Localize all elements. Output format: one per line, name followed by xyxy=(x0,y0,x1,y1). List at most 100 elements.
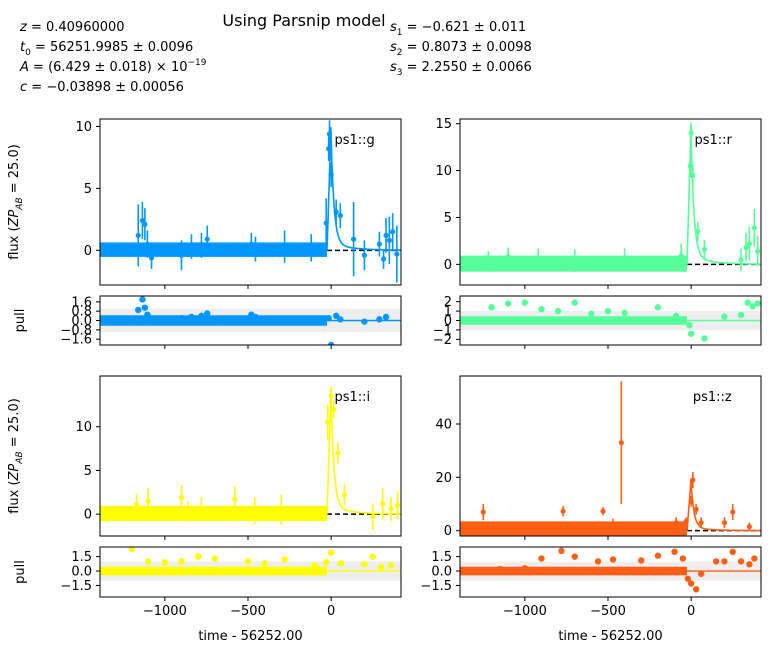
data-point xyxy=(148,255,155,261)
x-tick-label: 0 xyxy=(327,604,335,619)
data-point xyxy=(693,506,699,512)
data-point xyxy=(281,243,288,250)
pull-point xyxy=(654,552,662,559)
pull-point xyxy=(144,311,151,318)
data-point xyxy=(390,229,396,235)
pull-point xyxy=(538,305,545,313)
pull-point xyxy=(712,558,720,565)
pull-point xyxy=(161,559,169,566)
data-point xyxy=(144,241,150,247)
pull-axis-label: pull xyxy=(13,309,28,333)
pull-point xyxy=(638,557,645,564)
pull-point xyxy=(571,299,578,306)
pull-point xyxy=(746,561,753,568)
y-tick-label: 20 xyxy=(435,471,452,486)
data-point xyxy=(610,521,616,527)
param-line: s2 = 0.8073 ± 0.0098 xyxy=(390,40,532,58)
y-tick-label: 5 xyxy=(84,182,92,197)
pull-point xyxy=(377,563,385,571)
pull-point xyxy=(311,562,318,569)
data-point xyxy=(746,241,752,247)
data-point xyxy=(380,256,387,262)
data-point xyxy=(252,246,259,252)
pull-point xyxy=(558,547,565,555)
data-point xyxy=(751,225,757,231)
data-point xyxy=(386,237,392,244)
pull-axis-label: pull xyxy=(13,560,28,584)
x-tick-label: −1000 xyxy=(143,604,187,619)
data-band xyxy=(100,242,327,257)
pull-point xyxy=(281,316,288,323)
pull-point xyxy=(521,299,529,306)
pull-y-tick-label: −2 xyxy=(433,333,452,348)
data-point xyxy=(252,508,258,514)
data-point xyxy=(380,501,386,507)
pull-point xyxy=(697,570,705,578)
pull-point xyxy=(749,303,756,310)
pull-point xyxy=(211,555,218,562)
data-point xyxy=(178,494,185,501)
data-point xyxy=(341,492,348,498)
pull-point xyxy=(686,322,693,329)
data-point xyxy=(178,252,185,258)
pull-point xyxy=(145,558,152,565)
pull-point xyxy=(261,560,268,567)
data-point xyxy=(198,242,205,248)
pull-point xyxy=(387,562,395,569)
param-line: t0 = 56251.9985 ± 0.0096 xyxy=(20,40,193,58)
data-point xyxy=(618,440,624,446)
pull-point xyxy=(751,555,758,562)
flux-axis-label: flux (ZPAB = 25.0) xyxy=(7,398,25,514)
fit-parameters-left: z = 0.40960000 t0 = 56251.9985 ± 0.0096A … xyxy=(19,20,207,95)
data-point xyxy=(308,245,314,251)
x-axis-label: time - 56252.00 xyxy=(558,629,662,644)
pull-point xyxy=(337,560,345,567)
flux-axes-frame xyxy=(459,118,762,286)
pull-point xyxy=(687,580,695,587)
pull-plot-area xyxy=(460,547,761,593)
data-point xyxy=(755,248,761,254)
data-point xyxy=(480,509,486,515)
pull-plot-area xyxy=(460,299,761,342)
pull-point xyxy=(337,316,344,323)
data-point xyxy=(535,256,541,262)
data-point xyxy=(331,406,337,412)
pull-point xyxy=(188,313,195,321)
pull-point xyxy=(588,310,595,318)
pull-axes-frame xyxy=(99,546,402,598)
fit-parameters-right: s1 = −0.621 ± 0.011 s2 = 0.8073 ± 0.0098 s… xyxy=(390,20,532,78)
pull-plot-area xyxy=(100,547,401,581)
pull-y-tick-label: −0.8 xyxy=(60,323,92,338)
pull-point xyxy=(198,312,205,320)
data-point xyxy=(204,236,210,242)
data-point xyxy=(351,236,357,242)
pull-point xyxy=(737,558,745,565)
pull-point xyxy=(281,556,288,563)
data-point xyxy=(701,246,708,252)
pull-point xyxy=(325,314,332,322)
pull-y-tick-label: 0 xyxy=(444,314,452,329)
pull-point xyxy=(244,558,252,565)
flux-axes-frame xyxy=(459,375,762,537)
data-point xyxy=(248,241,254,247)
data-point xyxy=(628,525,634,531)
pull-point xyxy=(754,300,761,307)
data-point xyxy=(622,255,628,261)
pull-point xyxy=(554,307,562,315)
data-point xyxy=(188,243,195,250)
data-point xyxy=(185,508,191,515)
pull-y-tick-label: 1.5 xyxy=(431,550,452,565)
model-curve xyxy=(326,388,401,515)
pull-y-tick-label: 1.6 xyxy=(71,295,92,310)
data-band xyxy=(100,505,327,522)
pull-y-tick-label: −1.5 xyxy=(420,579,452,594)
pull-y-tick-label: 0.0 xyxy=(71,314,92,329)
flux-plot-area xyxy=(460,122,761,272)
pull-point xyxy=(327,549,335,556)
data-point xyxy=(361,252,368,258)
y-tick-label: 5 xyxy=(84,464,92,479)
